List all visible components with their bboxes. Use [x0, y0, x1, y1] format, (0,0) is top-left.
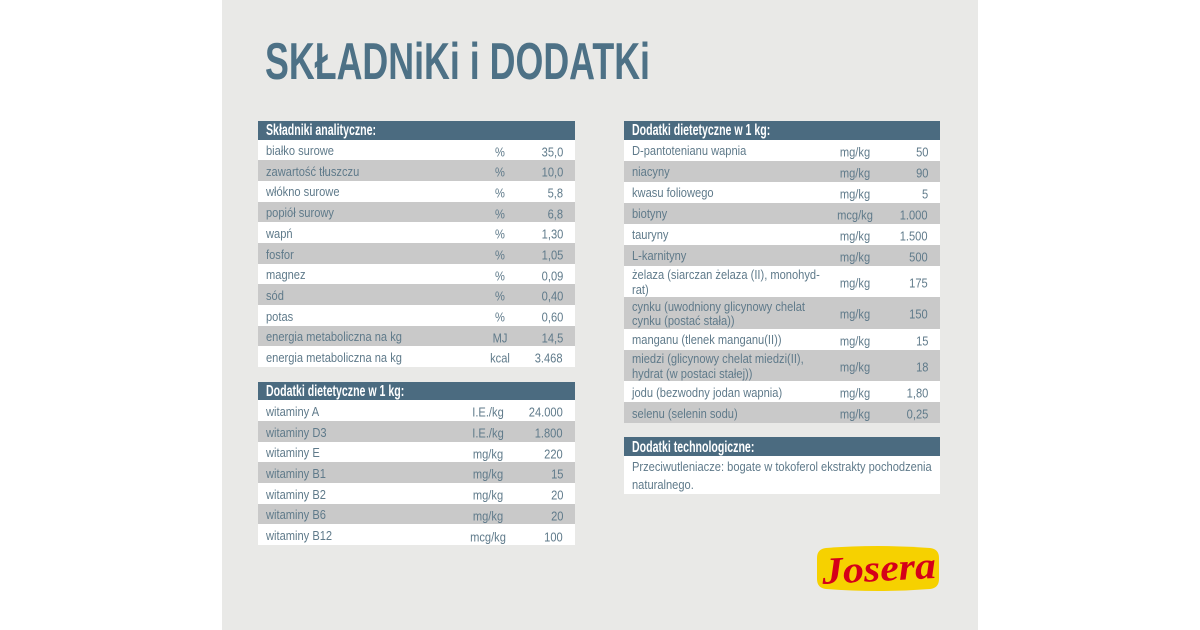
svg-text:Josera: Josera — [820, 546, 937, 591]
svg-text:SKŁADNiKi i DODATKi: SKŁADNiKi i DODATKi — [265, 36, 650, 86]
